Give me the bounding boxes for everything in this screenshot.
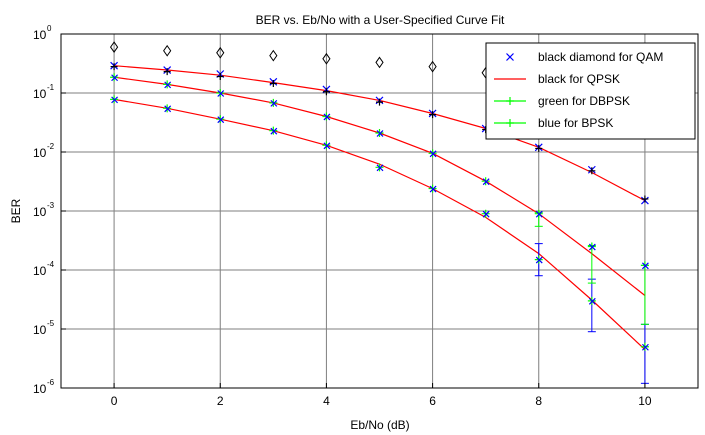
- legend-swatch-marker: [506, 119, 514, 127]
- legend-entry-label: black diamond for QAM: [538, 50, 663, 64]
- markers: [109, 41, 649, 384]
- blue-x-marker: [429, 185, 437, 193]
- diamond-marker: [428, 60, 437, 73]
- diamond-marker: [269, 49, 278, 62]
- blue-x-marker: [217, 90, 225, 97]
- x-tick-label: 10: [638, 394, 652, 408]
- blue-x-marker: [111, 74, 119, 82]
- legend: black diamond for QAM black for QPSK green…: [485, 42, 696, 140]
- y-tick-exponent: -5: [47, 319, 55, 328]
- y-tick-base: 10: [33, 87, 47, 101]
- diamond-marker: [322, 52, 331, 65]
- y-tick-exponent: -3: [47, 201, 55, 210]
- chart-title: BER vs. Eb/No with a User-Specified Curv…: [256, 13, 505, 27]
- black-plus-marker: [535, 144, 543, 152]
- x-tick-label: 4: [323, 394, 330, 408]
- blue-x-marker: [588, 243, 596, 251]
- black-plus-marker: [588, 167, 596, 175]
- blue-x-marker: [217, 116, 225, 124]
- y-tick-exponent: -4: [47, 260, 55, 269]
- diamond-marker: [216, 46, 225, 59]
- y-tick-base: 10: [33, 205, 47, 219]
- blue-x-marker: [429, 150, 437, 158]
- legend-swatch: [506, 53, 514, 61]
- legend-entry-label: blue for BPSK: [538, 116, 613, 130]
- diamond-marker: [375, 56, 384, 69]
- blue-x-marker: [323, 113, 331, 121]
- diamond-marker: [109, 41, 119, 53]
- blue-x-marker: [270, 127, 278, 135]
- black-plus-marker: [110, 63, 118, 71]
- y-tick-base: 10: [33, 28, 47, 42]
- blue-x-marker: [535, 256, 543, 264]
- legend-swatch-marker: [506, 97, 514, 105]
- y-tick-exponent: -1: [47, 83, 55, 92]
- x-tick-label: 0: [111, 394, 118, 408]
- y-tick-base: 10: [33, 382, 47, 396]
- legend-entry-label: black for QPSK: [538, 72, 620, 86]
- black-plus-marker: [216, 73, 224, 81]
- blue-x-marker: [164, 81, 172, 89]
- blue-x-marker: [376, 164, 384, 172]
- blue-x-marker: [376, 130, 384, 137]
- black-plus-marker: [163, 68, 171, 76]
- blue-x-marker: [588, 297, 596, 305]
- y-tick-base: 10: [33, 146, 47, 160]
- legend-entry-label: green for DBPSK: [538, 94, 630, 108]
- y-tick-base: 10: [33, 264, 47, 278]
- blue-x-marker: [111, 96, 119, 104]
- y-tick-base: 10: [33, 323, 47, 337]
- y-tick-exponent: 0: [47, 24, 52, 33]
- black-plus-marker: [269, 79, 277, 87]
- blue-x-marker: [482, 178, 490, 186]
- x-tick-label: 8: [535, 394, 542, 408]
- blue-x-marker: [323, 142, 331, 150]
- x-tick-label: 2: [217, 394, 224, 408]
- blue-x-marker: [164, 105, 172, 113]
- x-axis-label: Eb/No (dB): [350, 418, 409, 432]
- y-tick-exponent: -6: [47, 378, 55, 387]
- blue-x-marker: [482, 210, 490, 218]
- black-plus-marker: [429, 111, 437, 119]
- y-axis-label: BER: [9, 198, 23, 223]
- black-plus-marker: [641, 195, 649, 203]
- blue-x-marker: [641, 262, 649, 270]
- blue-x-marker: [270, 99, 278, 107]
- black-plus-marker: [376, 98, 383, 106]
- y-tick-exponent: -2: [47, 142, 55, 151]
- x-tick-label: 6: [429, 394, 436, 408]
- diamond-marker: [163, 44, 172, 57]
- blue-x-marker: [535, 210, 543, 218]
- black-plus-marker: [322, 88, 330, 96]
- blue-x-marker: [641, 343, 649, 351]
